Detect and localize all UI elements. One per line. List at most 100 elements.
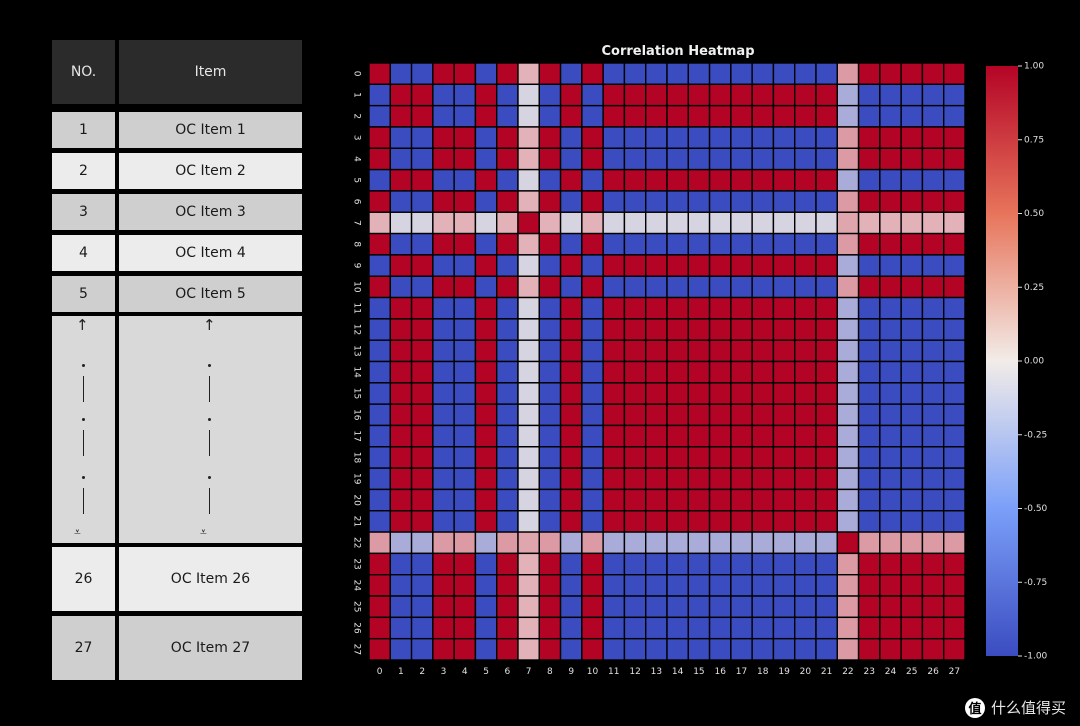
heatmap-cell [772,254,796,277]
heatmap-cell [453,637,477,661]
heatmap-cell [921,446,945,469]
heatmap-cell [496,637,519,661]
heatmap-cell [432,83,455,107]
heatmap-cell [453,147,477,171]
heatmap-cell [921,232,945,256]
heatmap-cell [943,190,966,213]
x-tick-label: 13 [651,667,662,677]
heatmap-cell [836,104,860,128]
ellipsis-cell-item: ↑ ⩡ [119,316,302,543]
heatmap-cell [772,126,796,149]
heatmap-cell [389,424,413,448]
heatmap-cell [453,62,477,86]
heatmap-cell [389,403,413,427]
dot-icon [82,364,85,367]
heatmap-cell [730,339,753,363]
heatmap-cell [389,446,413,469]
heatmap-cell [900,62,924,86]
heatmap-cell [879,126,902,149]
heatmap-cell [645,296,668,320]
heatmap-cell [879,403,902,427]
heatmap-cell [581,254,604,277]
heatmap-cell [368,62,391,86]
heatmap-cell [730,62,753,86]
heatmap-cell [368,446,391,469]
heatmap-cell [559,574,583,597]
heatmap-cell [900,254,924,277]
heatmap-cell [900,467,924,491]
heatmap-cell [751,62,775,86]
heatmap-cell [687,616,711,640]
heatmap-cell [857,488,881,512]
heatmap-cell [730,296,753,320]
table-row-item: OC Item 1 [119,112,302,148]
y-tick-label: 17 [352,430,362,441]
heatmap-cell [921,104,945,128]
x-tick-label: 7 [526,667,532,677]
heatmap-cell [815,552,838,576]
heatmap-cell [432,446,455,469]
heatmap-cell [943,552,966,576]
heatmap-cell [410,552,434,576]
table-row-no: 27 [52,616,115,680]
heatmap-cell [517,254,540,277]
heatmap-cell [496,616,519,640]
heatmap-cell [432,296,455,320]
heatmap-cell [453,318,477,341]
heatmap-cell [730,360,753,384]
y-tick-label: 8 [352,241,362,247]
heatmap-cell [389,83,413,107]
heatmap-cell [943,360,966,384]
heatmap-cell [836,147,860,171]
dot-icon [208,476,211,479]
heatmap-cell [836,616,860,640]
heatmap-cell [389,339,413,363]
heatmap-cell [559,190,583,213]
heatmap-cell [623,616,647,640]
heatmap-cell [602,574,626,597]
heatmap-cell [517,574,540,597]
heatmap-cell [538,62,562,86]
heatmap-cell [368,147,391,171]
heatmap-cell [666,446,689,469]
heatmap-cell [432,211,455,235]
heatmap-cell [751,296,775,320]
heatmap-cell [794,488,817,512]
heatmap-cell [921,254,945,277]
heatmap-cell [666,190,689,213]
heatmap-cell [943,574,966,597]
y-tick-label: 5 [352,177,362,183]
heatmap-cell [943,168,966,192]
table-row-item: OC Item 2 [119,153,302,189]
y-tick-label: 4 [352,156,362,162]
heatmap-cell [538,382,562,405]
heatmap-cell [708,147,732,171]
heatmap-cell [772,104,796,128]
heatmap-cell [900,318,924,341]
heatmap-cell [687,424,711,448]
heatmap-cell [368,360,391,384]
heatmap-cell [751,190,775,213]
heatmap-cell [921,403,945,427]
heatmap-cell [687,211,711,235]
heatmap-cell [794,104,817,128]
heatmap-cell [645,403,668,427]
heatmap-cell [474,531,498,555]
heatmap-cell [857,403,881,427]
heatmap-cell [900,126,924,149]
heatmap-cell [645,126,668,149]
heatmap-cell [687,83,711,107]
watermark-text: 什么值得买 [990,699,1066,717]
heatmap-cell [730,467,753,491]
heatmap-cell [474,232,498,256]
heatmap-cell [559,467,583,491]
heatmap-cell [410,83,434,107]
x-tick-label: 20 [800,667,812,677]
heatmap-cell [559,552,583,576]
heatmap-cell [581,574,604,597]
heatmap-cell [538,574,562,597]
heatmap-cell [623,126,647,149]
heatmap-cell [687,574,711,597]
heatmap-cell [410,616,434,640]
heatmap-cell [581,147,604,171]
